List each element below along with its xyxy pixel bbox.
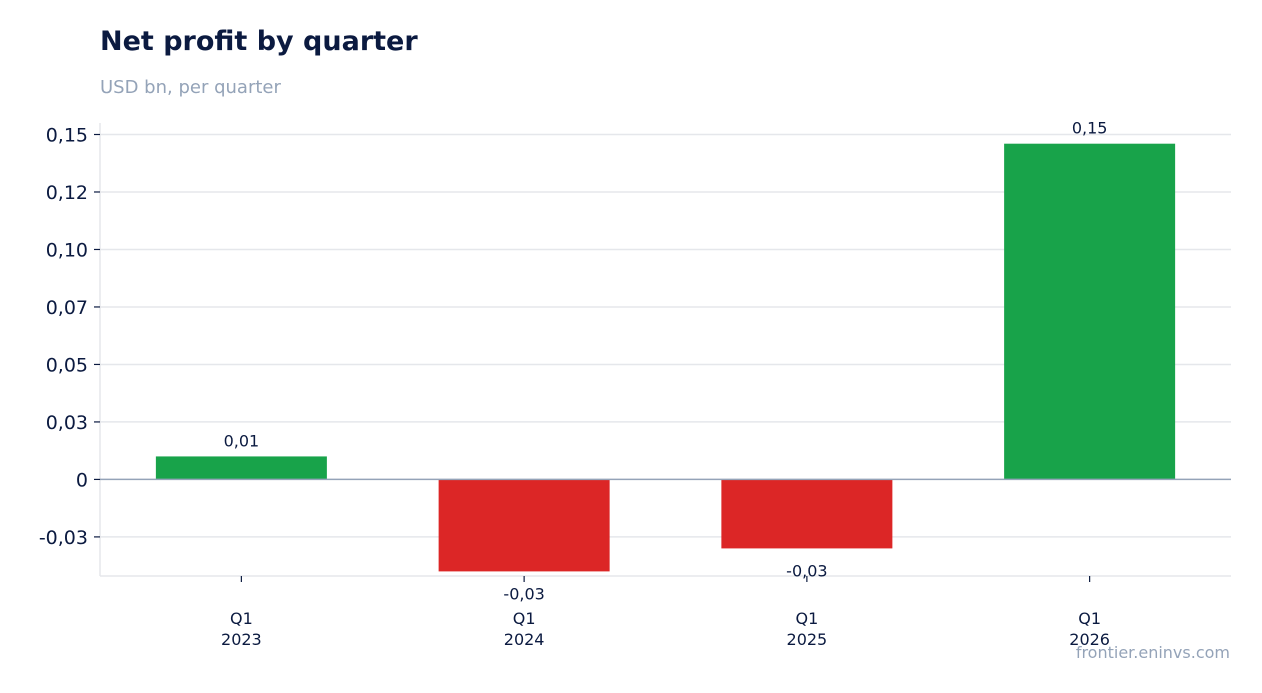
x-tick-label: Q1 [795, 609, 818, 628]
x-tick-label: Q1 [1078, 609, 1101, 628]
y-tick-label: -0,03 [39, 527, 88, 549]
x-tick-label: 2024 [504, 630, 545, 649]
y-tick-label: 0 [76, 469, 88, 491]
source-credit[interactable]: frontier.eninvs.com [1075, 643, 1230, 662]
y-tick-label: 0,05 [46, 354, 88, 376]
x-tick-label: 2023 [221, 630, 262, 649]
x-tick-label: 2026 [1069, 630, 1110, 649]
bars [155, 143, 1176, 572]
chart-title: Net profit by quarter [100, 26, 418, 57]
data-label: 0,15 [1072, 119, 1108, 138]
bar [721, 479, 893, 549]
x-tick-label: Q1 [230, 609, 253, 628]
x-tick-label: 2025 [787, 630, 828, 649]
labels: 0,01 Q1 2023 -0,03 Q1 2024 -0,03 Q1 2025 0,15 Q1 20… [100, 119, 1231, 649]
axes: 0,15 0,12 0,10 0,07 0,05 0,03 0 -0,03 [39, 123, 1231, 582]
bar [1004, 143, 1176, 480]
data-label: 0,01 [224, 431, 260, 450]
y-tick-label: 0,10 [46, 239, 88, 261]
y-tick-label: 0,15 [46, 124, 88, 146]
y-tick-label: 0,03 [46, 412, 88, 434]
data-label: -0,03 [786, 561, 827, 580]
data-label: -0,03 [503, 584, 544, 603]
bar [438, 479, 610, 572]
bar [155, 456, 327, 480]
y-tick-label: 0,07 [46, 297, 88, 319]
y-tick-label: 0,12 [46, 182, 88, 204]
chart-subtitle: USD bn, per quarter [100, 77, 281, 98]
x-tick-label: Q1 [513, 609, 536, 628]
